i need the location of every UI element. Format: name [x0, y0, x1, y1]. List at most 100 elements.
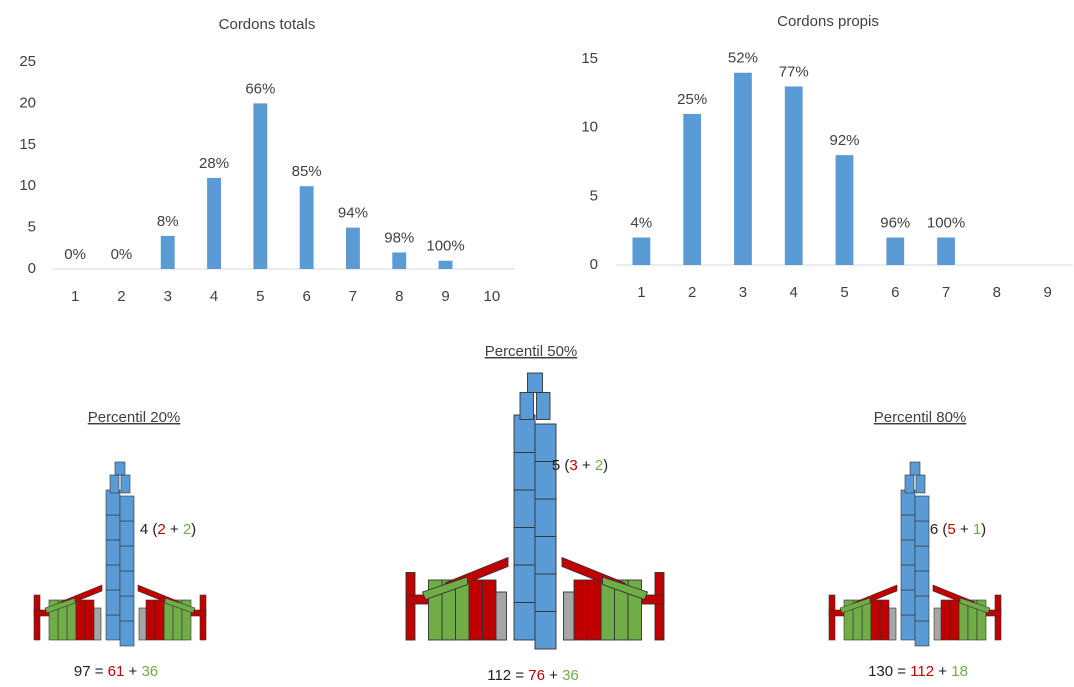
blue-block: [900, 489, 916, 516]
bar: [835, 155, 854, 265]
y-tick-label: 25: [19, 53, 36, 70]
green-block: [600, 579, 615, 641]
red-block: [949, 599, 960, 641]
bar-label: 0%: [64, 246, 86, 263]
formula-part: 112: [487, 667, 511, 684]
blue-block: [513, 489, 536, 528]
formula-part: +: [956, 521, 973, 538]
blue-block: [900, 539, 916, 566]
formula-part: 4: [140, 521, 153, 538]
bar: [392, 252, 407, 269]
post: [199, 594, 207, 641]
bar: [683, 113, 702, 265]
blue-block: [105, 489, 121, 516]
y-tick-label: 15: [581, 50, 598, 67]
red-block: [468, 579, 483, 641]
bar-label: 85%: [292, 163, 322, 180]
blue-block: [119, 620, 135, 647]
x-tick-label: 9: [441, 288, 449, 305]
bar-label: 8%: [157, 213, 179, 230]
blue-top: [527, 372, 543, 393]
blue-block: [914, 570, 930, 597]
red-block: [870, 599, 881, 641]
x-tick-label: 9: [1043, 284, 1051, 301]
bar: [438, 260, 453, 269]
formula-part: 5: [552, 457, 565, 474]
post: [654, 572, 665, 641]
blue-block: [119, 595, 135, 622]
gray-block: [888, 607, 897, 641]
y-tick-label: 10: [19, 177, 36, 194]
x-tick-label: 7: [942, 284, 950, 301]
formula-part: 3: [569, 457, 577, 474]
y-tick-label: 0: [28, 260, 36, 277]
red-block: [587, 579, 602, 641]
arm: [44, 597, 76, 614]
green-block: [861, 599, 872, 641]
formula-part: 5: [947, 521, 955, 538]
x-tick-label: 8: [395, 288, 403, 305]
people-formula: 97 = 61 + 36: [74, 663, 158, 680]
x-tick-label: 3: [739, 284, 747, 301]
formula-part: +: [934, 663, 951, 680]
bar-label: 96%: [880, 215, 910, 232]
bar: [937, 237, 955, 265]
formula-part: 2: [595, 457, 603, 474]
x-tick-label: 3: [164, 288, 172, 305]
castell-drawing: [828, 461, 1002, 647]
formula-part: =: [893, 663, 910, 680]
y-tick-label: 15: [19, 136, 36, 153]
x-tick-label: 5: [840, 284, 848, 301]
formula-part: (: [152, 521, 157, 538]
blue-block: [105, 614, 121, 641]
y-tick-label: 10: [581, 119, 598, 136]
bar: [886, 237, 905, 265]
formula-part: 2: [183, 521, 191, 538]
bar-label: 92%: [829, 132, 859, 149]
post: [405, 572, 416, 641]
formula-part: =: [91, 663, 108, 680]
x-tick-label: 2: [117, 288, 125, 305]
formula-part: 6: [930, 521, 943, 538]
red-block: [154, 599, 165, 641]
y-tick-label: 20: [19, 94, 36, 111]
x-tick-label: 1: [71, 288, 79, 305]
blue-block: [105, 564, 121, 591]
bar: [207, 177, 221, 269]
bar: [632, 237, 651, 265]
blue-top: [909, 461, 921, 476]
formula-part: 36: [562, 667, 579, 684]
green-block: [66, 599, 77, 641]
blue-block: [534, 423, 557, 462]
post: [994, 594, 1002, 641]
x-tick-label: 8: [993, 284, 1001, 301]
bar-label: 98%: [384, 229, 414, 246]
arm: [602, 576, 649, 601]
y-tick-label: 5: [590, 187, 598, 204]
formula-part: 130: [868, 663, 893, 680]
blue-block: [513, 564, 536, 603]
blue-block: [119, 495, 135, 522]
blue-top: [114, 461, 126, 476]
x-tick-label: 4: [790, 284, 798, 301]
y-tick-label: 5: [28, 219, 36, 236]
blue-block: [119, 520, 135, 547]
bar-label: 100%: [426, 238, 464, 255]
castell-formula: 5 (3 + 2): [552, 457, 608, 474]
bar: [346, 227, 360, 269]
castell-formula: 4 (2 + 2): [140, 521, 196, 538]
bar: [299, 186, 314, 269]
gray-block: [495, 591, 507, 641]
bar: [253, 103, 268, 270]
x-tick-label: 4: [210, 288, 218, 305]
red-block: [75, 599, 86, 641]
bar: [734, 72, 752, 265]
x-tick-label: 6: [891, 284, 899, 301]
blue-block: [900, 589, 916, 616]
y-tick-label: 0: [590, 256, 598, 273]
blue-block: [109, 474, 120, 494]
green-block: [843, 599, 854, 641]
x-tick-label: 7: [349, 288, 357, 305]
green-block: [958, 599, 969, 641]
formula-part: +: [545, 667, 562, 684]
